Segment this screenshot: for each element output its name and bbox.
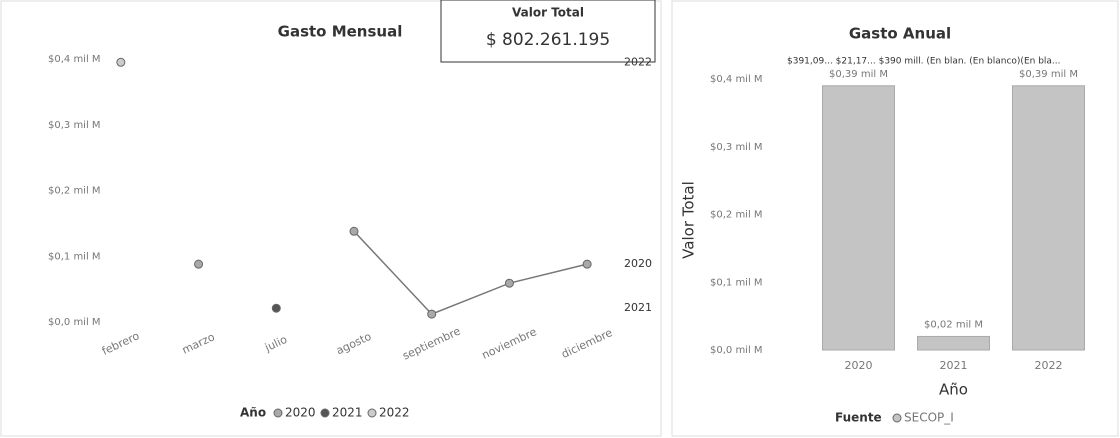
card-value: $ 802.261.195	[486, 30, 610, 50]
point	[271, 303, 281, 313]
x-tick-label: agosto	[334, 330, 373, 358]
x-tick-label: septiembre	[400, 324, 462, 362]
point	[349, 226, 359, 236]
card-title: Valor Total	[512, 6, 584, 20]
y-tick-label: $0,1 mil M	[710, 277, 763, 288]
y-tick-label: $0,0 mil M	[710, 345, 763, 356]
annotation: $391,09... $21,17... $390 mill. (En blan…	[787, 57, 1061, 67]
bar	[917, 335, 990, 351]
legend-label: 2022	[379, 406, 410, 420]
y-tick-label: $0,2 mil M	[710, 210, 763, 221]
series-end-label: 2021	[624, 301, 652, 314]
x-tick-label: diciembre	[559, 326, 614, 361]
x-axis-label: Año	[939, 381, 968, 399]
legend-label: SECOP_I	[904, 411, 954, 425]
point	[194, 259, 204, 269]
y-tick-label: $0,3 mil M	[48, 120, 101, 131]
legend-label: 2020	[285, 406, 316, 420]
legend-marker	[367, 408, 377, 418]
series-end-label: 2020	[624, 257, 652, 270]
x-tick-label: noviembre	[480, 325, 539, 362]
data-label: $0,39 mil M	[1019, 69, 1078, 80]
bar	[1012, 85, 1085, 351]
legend-title: Fuente	[835, 411, 882, 425]
point	[427, 309, 437, 319]
legend-marker	[273, 408, 283, 418]
x-tick-label: marzo	[180, 330, 217, 356]
y-tick-label: $0,2 mil M	[48, 186, 101, 197]
y-tick-label: $0,1 mil M	[48, 251, 101, 262]
data-label: $0,39 mil M	[829, 69, 888, 80]
legend-marker	[320, 408, 330, 418]
x-tick-label: febrero	[100, 329, 142, 358]
point	[116, 57, 126, 67]
legend-label: 2021	[332, 406, 363, 420]
chart-title: Gasto Mensual	[278, 23, 403, 41]
legend-marker	[892, 413, 902, 423]
x-tick-label: 2021	[940, 359, 968, 372]
x-tick-label: 2022	[1035, 359, 1063, 372]
chart-title: Gasto Anual	[849, 25, 951, 43]
y-tick-label: $0,4 mil M	[48, 54, 101, 65]
point	[582, 259, 592, 269]
series-end-label: 2022	[624, 55, 652, 68]
data-label: $0,02 mil M	[924, 319, 983, 330]
x-tick-label: 2020	[845, 359, 873, 372]
y-axis-label: Valor Total	[680, 181, 698, 259]
point	[504, 278, 514, 288]
panel-border	[671, 0, 1119, 437]
y-tick-label: $0,3 mil M	[710, 142, 763, 153]
card	[440, 0, 656, 63]
panel-border	[0, 0, 662, 437]
x-tick-label: julio	[262, 333, 289, 355]
bar	[822, 85, 895, 351]
y-tick-label: $0,0 mil M	[48, 317, 101, 328]
y-tick-label: $0,4 mil M	[710, 74, 763, 85]
line	[353, 230, 588, 315]
legend-title: Año	[240, 406, 266, 420]
